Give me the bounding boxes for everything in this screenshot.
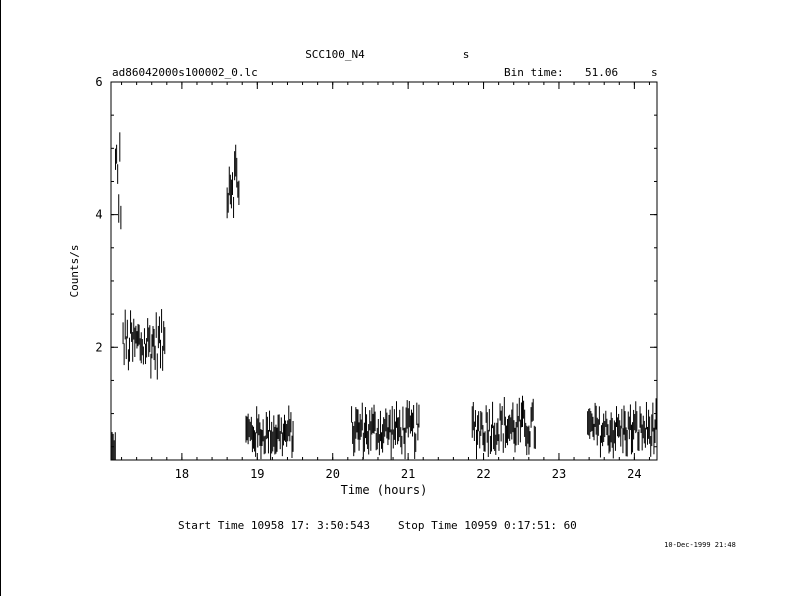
chart-title-unit: s — [463, 48, 470, 61]
plot-frame — [110, 81, 658, 461]
y-axis-label: Counts/s — [68, 245, 81, 298]
bin-time-unit: s — [651, 66, 658, 79]
x-tick-label: 24 — [627, 467, 641, 481]
x-tick-label: 23 — [552, 467, 566, 481]
bin-time-label: Bin time: — [504, 66, 564, 79]
y-axis-ticks: 2 4 6 — [95, 75, 657, 448]
chart-title: SCC100_N4 — [305, 48, 365, 61]
start-time: Start Time 10958 17: 3:50:543 — [178, 519, 370, 532]
x-tick-label: 20 — [325, 467, 339, 481]
x-tick-label: 18 — [175, 467, 189, 481]
stop-time: Stop Time 10959 0:17:51: 60 — [398, 519, 577, 532]
x-tick-label: 21 — [401, 467, 415, 481]
x-tick-label: 19 — [250, 467, 264, 481]
y-tick-label: 6 — [95, 75, 102, 89]
x-axis-label: Time (hours) — [341, 483, 428, 497]
y-tick-label: 2 — [95, 340, 102, 354]
file-name: ad86042000s100002_0.lc — [112, 66, 258, 79]
bin-time-value: 51.06 — [585, 66, 618, 79]
window-left-border — [0, 0, 1, 596]
plot-timestamp: 10-Dec-1999 21:48 — [664, 541, 736, 549]
y-tick-label: 4 — [95, 208, 102, 222]
data-points — [110, 132, 657, 460]
x-tick-label: 22 — [476, 467, 490, 481]
x-axis-ticks: 18 19 20 21 22 23 24 — [121, 82, 650, 481]
